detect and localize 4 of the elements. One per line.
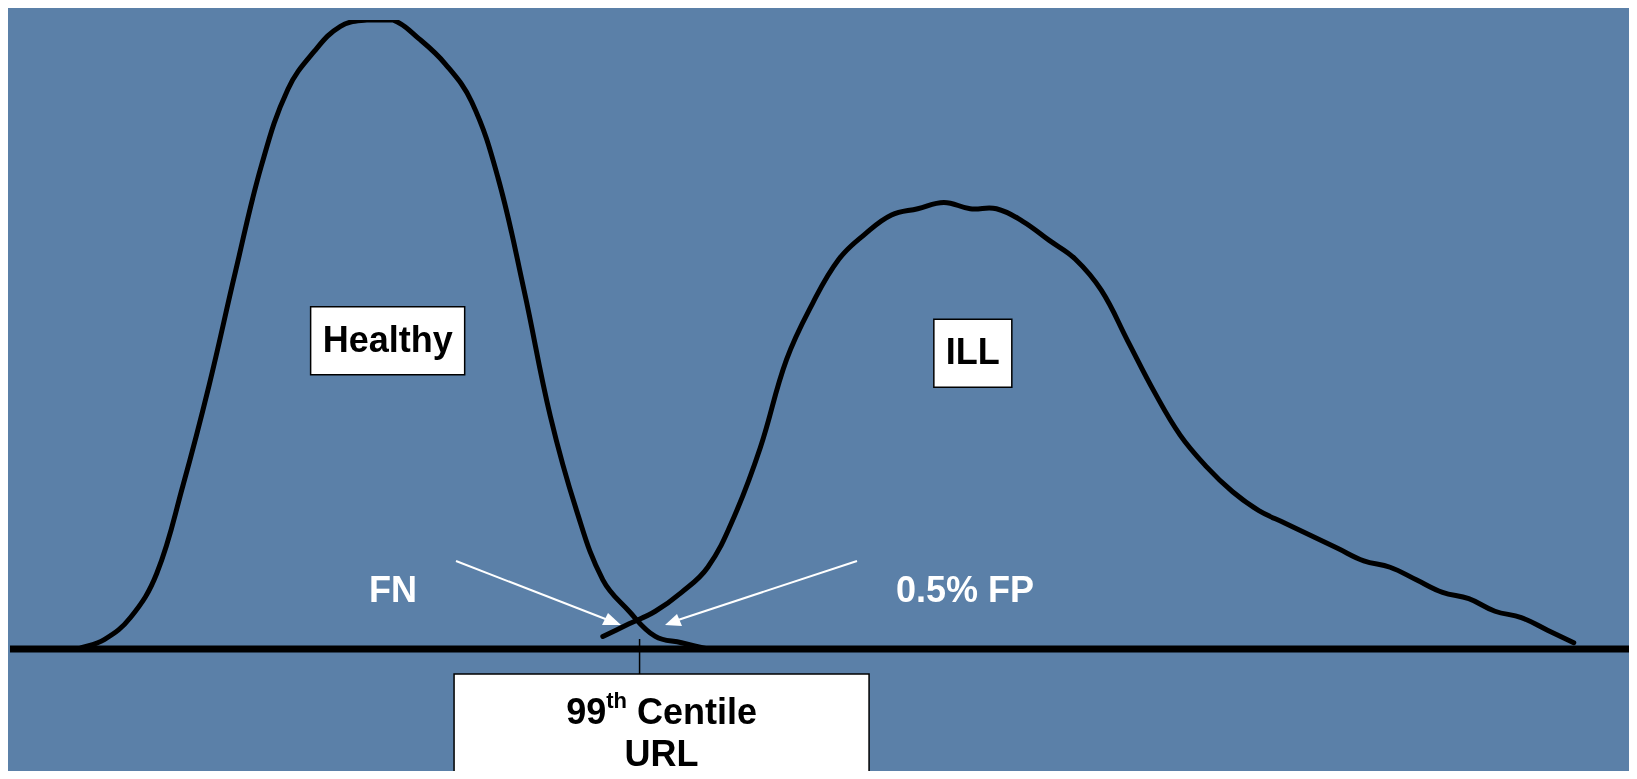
annotation: 0.5% FP <box>895 568 1034 610</box>
annotation: FN <box>368 568 417 610</box>
text: ILL <box>945 331 1000 373</box>
text: Healthy <box>322 318 453 360</box>
